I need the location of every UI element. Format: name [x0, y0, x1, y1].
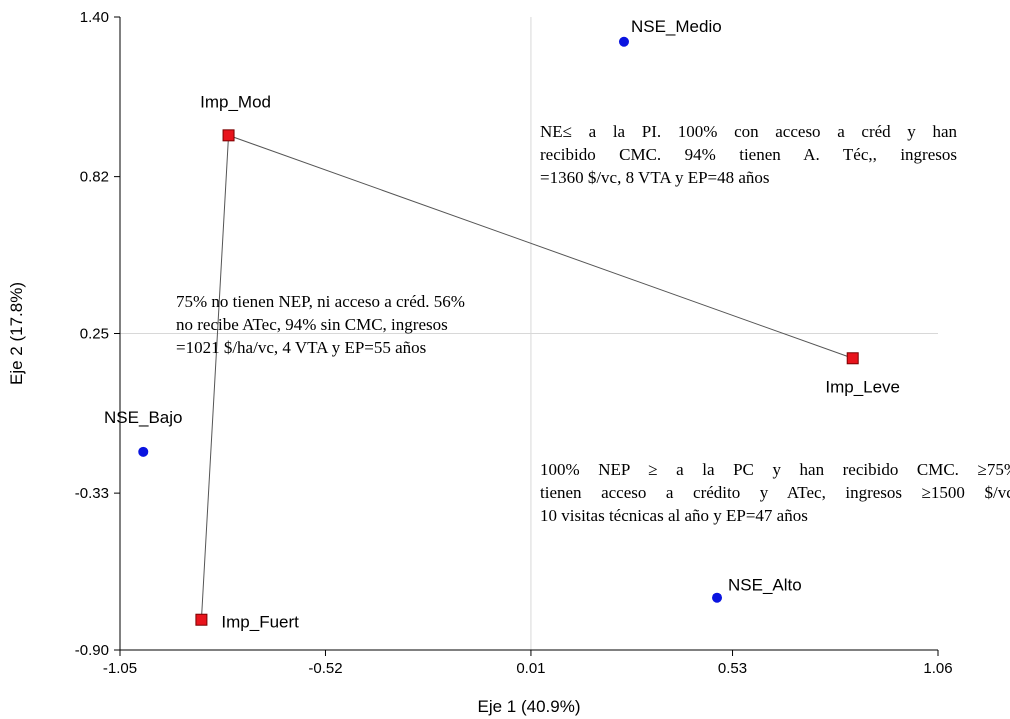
y-tick-label: -0.90 — [75, 642, 109, 659]
y-tick-label: 0.82 — [80, 169, 109, 186]
point-label: Imp_Mod — [200, 92, 271, 111]
y-tick-label: -0.33 — [75, 485, 109, 502]
annotation-line: recibido CMC. 94% tienen A. Téc,, ingres… — [540, 145, 957, 164]
x-tick-label: -1.05 — [103, 660, 137, 677]
annotation-line: =1021 $/ha/vc, 4 VTA y EP=55 años — [176, 338, 427, 357]
x-tick-label: 1.06 — [923, 660, 952, 677]
x-tick-label: -0.52 — [308, 660, 342, 677]
annotation-line: 100% NEP ≥ a la PC y han recibido CMC. ≥… — [540, 460, 1010, 479]
point-label: NSE_Alto — [728, 576, 802, 595]
y-axis-title: Eje 2 (17.8%) — [7, 282, 26, 385]
point-label: Imp_Leve — [825, 377, 900, 396]
annotation-line: tienen acceso a crédito y ATec, ingresos… — [540, 483, 1010, 502]
point-nse-bajo — [138, 446, 149, 457]
annotation-line: 75% no tienen NEP, ni acceso a créd. 56% — [176, 292, 465, 311]
point-nse-alto — [712, 592, 723, 603]
connector-polyline — [200, 134, 853, 620]
point-label: Imp_Fuert — [221, 613, 299, 632]
x-axis-title: Eje 1 (40.9%) — [478, 697, 581, 716]
reference-lines — [120, 17, 938, 650]
annotation-line: =1360 $/vc, 8 VTA y EP=48 años — [540, 168, 770, 187]
point-imp-leve — [846, 352, 859, 365]
point-nse-medio — [618, 36, 629, 47]
annotation-nse-medio: NE≤ a la PI. 100% con acceso a créd y ha… — [540, 120, 957, 189]
point-label: NSE_Bajo — [104, 408, 182, 427]
annotation-nse-bajo: 75% no tienen NEP, ni acceso a créd. 56%… — [176, 290, 465, 359]
x-tick-label: 0.01 — [516, 660, 545, 677]
impact-connector-lines — [200, 134, 853, 620]
annotation-line: NE≤ a la PI. 100% con acceso a créd y ha… — [540, 122, 957, 141]
y-tick-label: 0.25 — [80, 326, 109, 343]
point-imp-fuert — [195, 613, 208, 626]
annotation-line: no recibe ATec, 94% sin CMC, ingresos — [176, 315, 448, 334]
point-imp-mod — [222, 129, 235, 142]
data-points: NSE_Medio NSE_Bajo NSE_Alto Imp_Mod Imp_Leve… — [104, 17, 900, 632]
y-tick-label: 1.40 — [80, 9, 109, 26]
annotation-nse-alto: 100% NEP ≥ a la PC y han recibido CMC. ≥… — [540, 458, 1010, 527]
point-label: NSE_Medio — [631, 17, 722, 36]
axes: -1.05 -0.52 0.01 0.53 1.06 1.40 0.82 0.25 -0.33 -… — [75, 9, 953, 677]
x-tick-label: 0.53 — [718, 660, 747, 677]
annotation-line: 10 visitas técnicas al año y EP=47 años — [540, 506, 808, 525]
